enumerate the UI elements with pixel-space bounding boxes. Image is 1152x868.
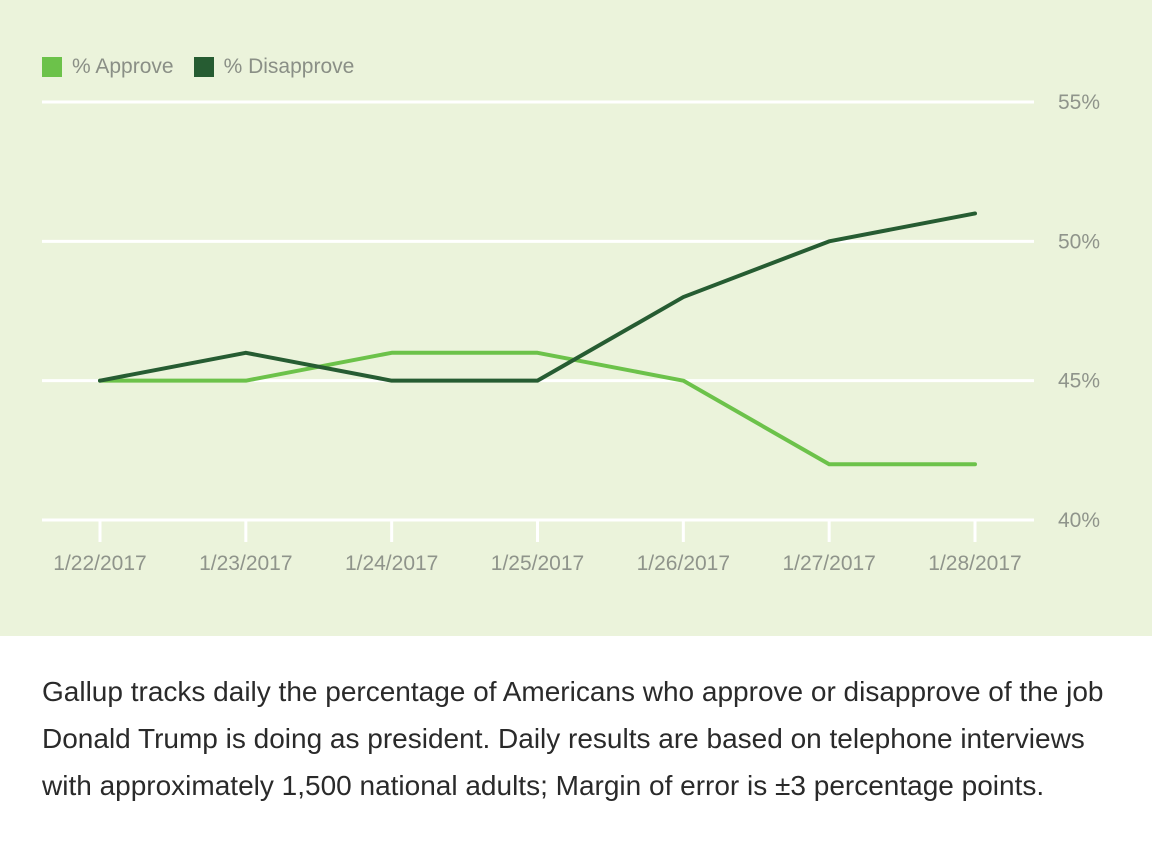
chart-panel: % Approve % Disapprove 40% 45% 50% 55% 1/22/… (0, 0, 1152, 636)
legend-swatch-disapprove (193, 57, 214, 77)
legend-swatch-approve (42, 57, 62, 77)
y-tick-label-45: 45% (1058, 370, 1100, 393)
legend-item-disapprove: % Disapprove (193, 55, 355, 79)
x-tick-label-4: 1/26/2017 (637, 552, 730, 575)
y-tick-label-50: 50% (1058, 230, 1100, 253)
y-tick-label-55: 55% (1058, 91, 1100, 114)
y-tick-label-40: 40% (1058, 509, 1100, 532)
series-line-disapprove (98, 211, 977, 383)
x-tick-label-3: 1/25/2017 (491, 552, 584, 575)
x-tick-label-2: 1/24/2017 (345, 552, 438, 575)
x-tick-label-0: 1/22/2017 (53, 552, 146, 575)
x-tick-label-6: 1/28/2017 (928, 552, 1021, 575)
legend-label-approve: % Approve (72, 55, 174, 78)
series-line-approve (98, 350, 977, 467)
legend-label-disapprove: % Disapprove (223, 55, 355, 78)
x-tick-label-1: 1/23/2017 (199, 552, 292, 575)
line-chart: 40% 45% 50% 55% 1/22/2017 1/23/2017 1/24/2017 1… (42, 91, 1100, 575)
chart-caption: Gallup tracks daily the percentage of Am… (42, 676, 1104, 801)
legend-item-approve: % Approve (42, 55, 174, 79)
x-tick-label-5: 1/27/2017 (782, 552, 875, 575)
chart-legend: % Approve % Disapprove (42, 55, 374, 79)
